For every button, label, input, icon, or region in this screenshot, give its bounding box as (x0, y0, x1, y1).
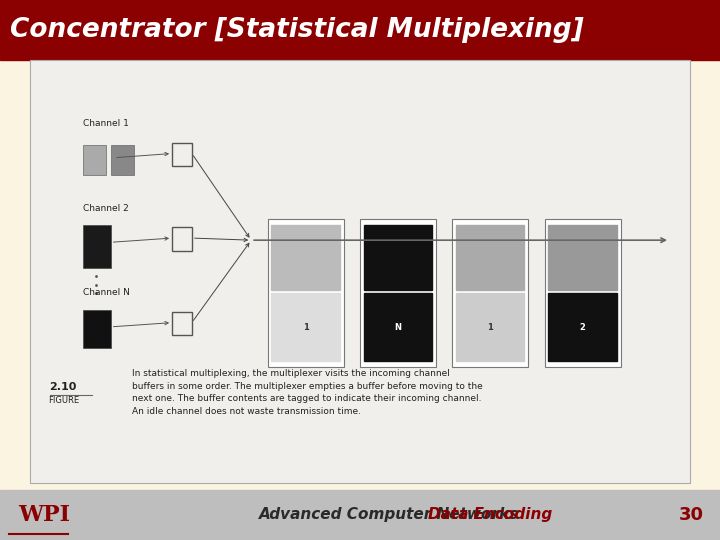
Bar (456, 225, 524, 290)
Text: 1: 1 (302, 322, 309, 332)
Bar (360, 219, 436, 367)
Text: Channel 1: Channel 1 (83, 119, 129, 128)
Bar (83, 145, 106, 174)
Bar (271, 293, 340, 361)
Text: FIGURE: FIGURE (48, 396, 78, 405)
Bar (452, 219, 528, 367)
Text: Advanced Computer Networks: Advanced Computer Networks (259, 508, 519, 522)
Text: N: N (395, 322, 402, 332)
Bar (83, 310, 111, 348)
Bar (172, 143, 192, 166)
Text: 30: 30 (679, 506, 703, 524)
Bar (172, 312, 192, 335)
Bar (549, 293, 617, 361)
Bar (549, 225, 617, 290)
Text: WPI: WPI (18, 504, 70, 526)
Text: 2.10: 2.10 (50, 382, 77, 392)
Bar (83, 225, 111, 268)
Bar (544, 219, 621, 367)
Text: 2: 2 (580, 322, 585, 332)
Bar (30, 60, 690, 483)
Text: Channel N: Channel N (83, 288, 130, 297)
Bar (111, 145, 134, 174)
Bar (271, 225, 340, 290)
Bar (0, 0, 720, 60)
Bar (456, 293, 524, 361)
Text: In statistical multiplexing, the multiplexer visits the incoming channel
buffers: In statistical multiplexing, the multipl… (132, 369, 483, 416)
Bar (268, 219, 343, 367)
Bar (172, 227, 192, 251)
Bar (364, 225, 432, 290)
Text: Channel 2: Channel 2 (83, 204, 129, 213)
Text: 1: 1 (487, 322, 493, 332)
Bar (0, 490, 720, 540)
Text: Data Encoding: Data Encoding (428, 508, 553, 522)
Bar (364, 293, 432, 361)
Text: Concentrator [Statistical Multiplexing]: Concentrator [Statistical Multiplexing] (10, 17, 584, 43)
